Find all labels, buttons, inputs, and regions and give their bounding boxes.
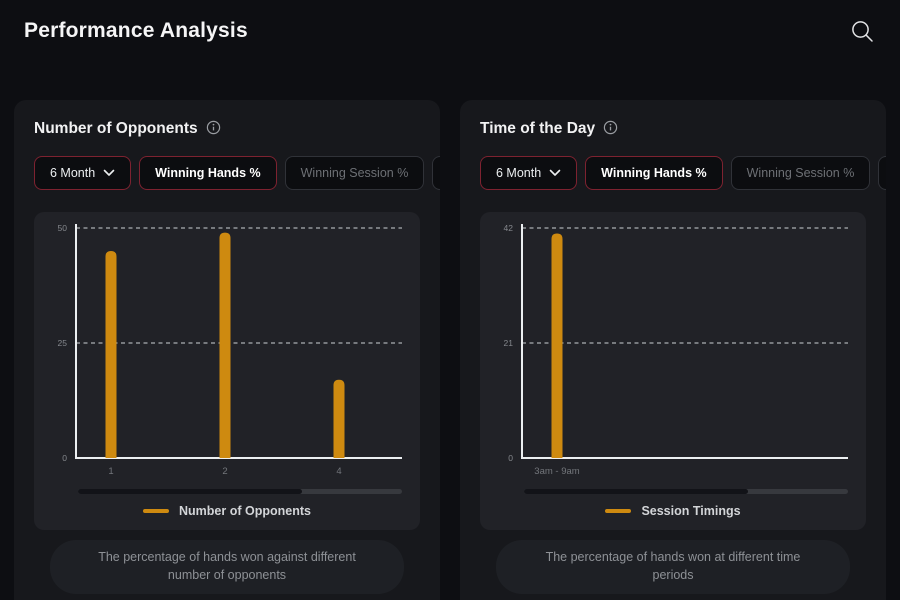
cards-row: Number of Opponents 6 Month Win (14, 100, 886, 600)
tab-label: Winning Session % (300, 166, 409, 180)
chevron-down-icon (549, 166, 561, 180)
bar-chart-opponents: 0 25 50 1 2 4 (58, 223, 402, 477)
filter-bar: 6 Month Winning Hands % Winning Session … (34, 156, 440, 190)
panel-time-of-day: Time of the Day 6 Month Winning (460, 100, 886, 600)
chart-legend: Number of Opponents (34, 504, 420, 518)
tab-label: Winning Hands % (155, 166, 261, 180)
period-label: 6 Month (496, 166, 542, 180)
chart-container: 0 21 42 3am - 9am Session Timings (480, 212, 866, 530)
tab-winning-session[interactable]: Winning Session % (730, 156, 871, 190)
svg-text:2: 2 (222, 466, 227, 477)
chart-container: 0 25 50 1 2 4 Number of Opponents (34, 212, 420, 530)
period-dropdown[interactable]: 6 Month (480, 156, 578, 190)
tab-clipped[interactable]: W (878, 156, 886, 190)
svg-text:3am - 9am: 3am - 9am (534, 466, 579, 477)
tab-winning-hands[interactable]: Winning Hands % (585, 156, 723, 190)
legend-label: Session Timings (641, 504, 741, 518)
chart-description: The percentage of hands won at different… (496, 540, 850, 594)
tab-clipped[interactable]: W (432, 156, 440, 190)
chart-scrollbar-thumb[interactable] (78, 489, 302, 494)
panel-title: Number of Opponents (34, 120, 198, 137)
svg-text:0: 0 (62, 453, 67, 463)
panel-title: Time of the Day (480, 120, 596, 137)
chart-description: The percentage of hands won against diff… (50, 540, 404, 594)
svg-text:1: 1 (108, 466, 113, 477)
tab-label: Winning Session % (746, 166, 855, 180)
panel-number-of-opponents: Number of Opponents 6 Month Win (14, 100, 440, 600)
info-button[interactable] (603, 120, 618, 138)
svg-text:42: 42 (504, 223, 514, 233)
tab-winning-hands[interactable]: Winning Hands % (139, 156, 277, 190)
chevron-down-icon (103, 166, 115, 180)
svg-text:4: 4 (336, 466, 341, 477)
tab-label: Winning Hands % (601, 166, 707, 180)
chart-scrollbar[interactable] (78, 489, 402, 494)
svg-text:21: 21 (504, 338, 514, 348)
svg-text:50: 50 (58, 223, 68, 233)
search-button[interactable] (847, 16, 878, 50)
app-header: Performance Analysis (0, 0, 900, 50)
filter-bar: 6 Month Winning Hands % Winning Session … (480, 156, 886, 190)
search-icon (849, 21, 876, 48)
period-dropdown[interactable]: 6 Month (34, 156, 132, 190)
bar-chart-session-timings: 0 21 42 3am - 9am (504, 223, 848, 477)
period-label: 6 Month (50, 166, 96, 180)
chart-scrollbar-thumb[interactable] (524, 489, 748, 494)
info-icon (206, 120, 221, 138)
legend-dash-icon (143, 509, 170, 513)
legend-label: Number of Opponents (179, 504, 311, 518)
legend-dash-icon (605, 509, 632, 513)
tab-winning-session[interactable]: Winning Session % (284, 156, 425, 190)
page-title: Performance Analysis (24, 19, 248, 42)
chart-scrollbar[interactable] (524, 489, 848, 494)
info-icon (603, 120, 618, 138)
chart-legend: Session Timings (480, 504, 866, 518)
svg-text:0: 0 (508, 453, 513, 463)
info-button[interactable] (206, 120, 221, 138)
svg-text:25: 25 (58, 338, 68, 348)
